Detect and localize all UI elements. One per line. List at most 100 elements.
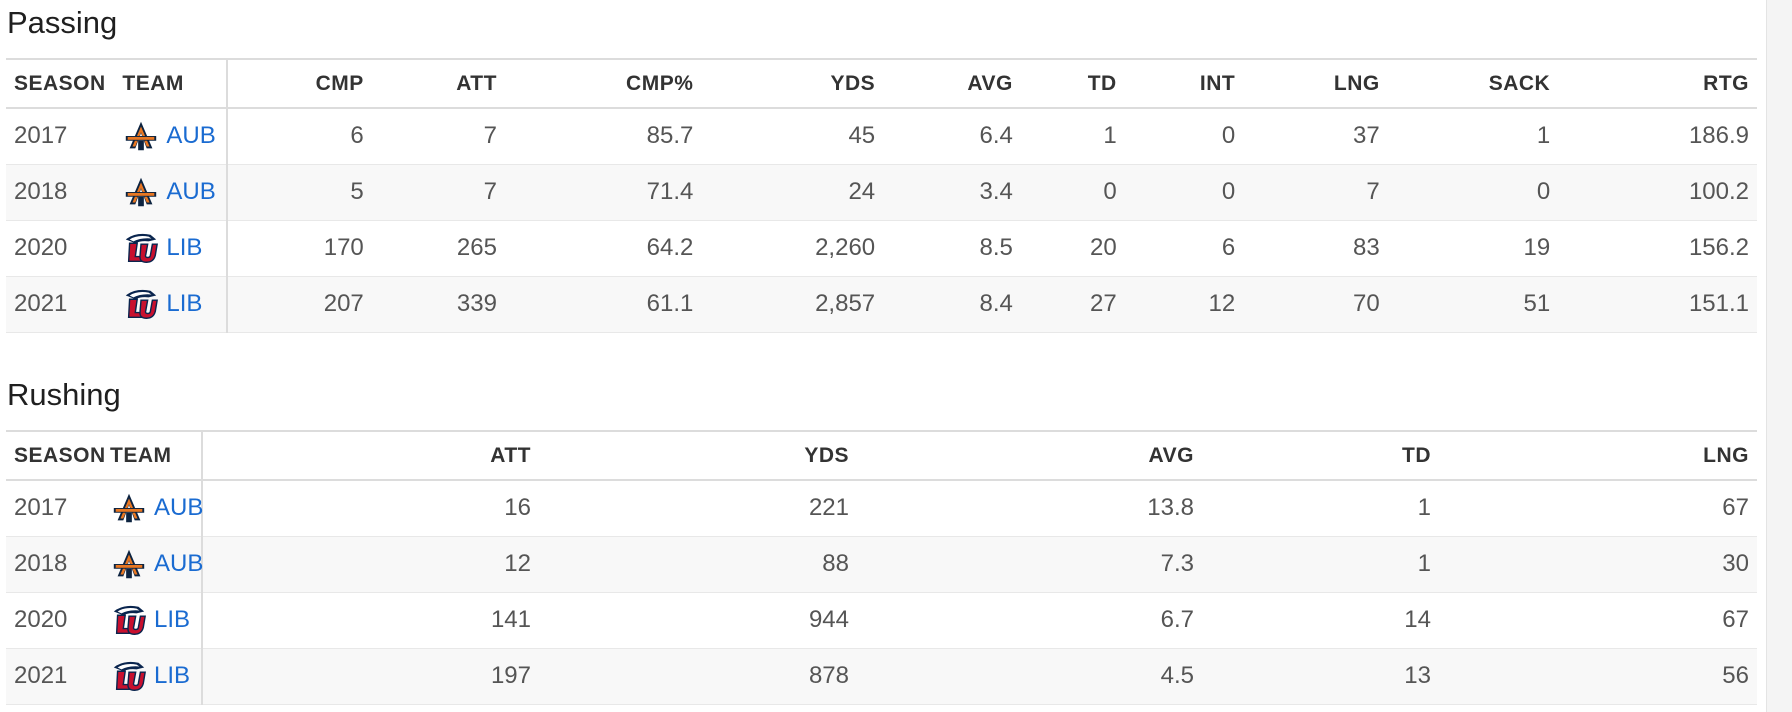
- int-cell: 12: [1208, 290, 1236, 317]
- team-link[interactable]: LIB: [166, 290, 203, 317]
- int-cell: 6: [1221, 234, 1236, 261]
- scrollbar-track[interactable]: [1766, 0, 1792, 712]
- table-row: 2017 AUB 6 7 85.7: [6, 108, 1757, 164]
- col-avg[interactable]: AVG: [967, 71, 1013, 95]
- rushing-table: SEASON TEAM ATT YDS AVG TD LNG 2017: [6, 432, 1757, 705]
- col-avg[interactable]: AVG: [1148, 443, 1194, 467]
- lng-cell: 56: [1722, 662, 1749, 689]
- table-row: 2017 AUB 16 221 13.8: [6, 480, 1757, 536]
- td-cell: 13: [1404, 662, 1431, 689]
- int-cell: 0: [1221, 122, 1236, 150]
- rushing-section: Rushing SEASON TEAM ATT YDS AVG TD LNG: [6, 372, 1757, 705]
- lng-cell: 7: [1366, 178, 1380, 205]
- team-cell: LIB: [114, 220, 229, 276]
- att-cell: 197: [490, 662, 531, 689]
- yds-cell: 45: [848, 122, 876, 150]
- passing-table: SEASON TEAM CMP ATT CMP% YDS AVG TD INT …: [6, 60, 1757, 333]
- col-lng[interactable]: LNG: [1703, 443, 1749, 467]
- yds-cell: 878: [808, 662, 849, 689]
- season-cell: 2020: [14, 234, 68, 261]
- lng-cell: 83: [1353, 234, 1380, 261]
- lng-cell: 70: [1353, 290, 1380, 317]
- team-link[interactable]: AUB: [166, 122, 216, 150]
- int-cell: 0: [1221, 178, 1236, 205]
- sack-cell: 51: [1523, 290, 1551, 317]
- season-cell: 2020: [14, 606, 68, 633]
- td-cell: 14: [1404, 606, 1431, 633]
- col-season[interactable]: SEASON: [14, 443, 106, 467]
- col-td[interactable]: TD: [1087, 71, 1117, 95]
- avg-cell: 7.3: [1160, 550, 1194, 577]
- att-cell: 7: [483, 178, 497, 205]
- sack-cell: 1: [1536, 122, 1551, 150]
- liberty-logo-icon: [126, 233, 159, 263]
- team-link[interactable]: AUB: [154, 550, 204, 577]
- col-lng[interactable]: LNG: [1333, 71, 1380, 95]
- att-cell: 12: [504, 550, 531, 577]
- passing-section: Passing SEASON TEAM CMP ATT CMP% YDS: [6, 0, 1757, 333]
- yds-cell: 2,857: [815, 290, 876, 317]
- rtg-cell: 186.9: [1688, 122, 1749, 150]
- col-team[interactable]: TEAM: [102, 432, 203, 480]
- table-row: 2020 LIB 170 265 64.2 2,260: [6, 220, 1757, 276]
- col-int[interactable]: INT: [1199, 71, 1236, 95]
- avg-cell: 13.8: [1147, 494, 1194, 522]
- rushing-header-row: SEASON TEAM ATT YDS AVG TD LNG: [6, 432, 1757, 480]
- avg-cell: 4.5: [1160, 662, 1194, 689]
- td-cell: 1: [1103, 122, 1117, 150]
- col-rtg[interactable]: RTG: [1703, 71, 1749, 95]
- avg-cell: 3.4: [979, 178, 1013, 205]
- cmp-pct-cell: 64.2: [646, 234, 694, 261]
- team-cell: AUB: [114, 108, 229, 164]
- lng-cell: 30: [1722, 550, 1749, 577]
- liberty-logo-icon: [113, 605, 146, 635]
- col-att[interactable]: ATT: [456, 71, 497, 95]
- table-row: 2021 LIB 197 878 4.5 13: [6, 648, 1757, 704]
- season-cell: 2021: [14, 662, 68, 689]
- team-link[interactable]: LIB: [166, 234, 203, 261]
- cmp-pct-cell: 85.7: [646, 122, 694, 150]
- col-yds[interactable]: YDS: [804, 443, 849, 467]
- sack-cell: 0: [1536, 178, 1551, 205]
- rtg-cell: 100.2: [1688, 178, 1749, 205]
- att-cell: 7: [483, 122, 497, 150]
- team-cell: LIB: [102, 592, 203, 648]
- col-cmp-pct[interactable]: CMP%: [626, 71, 694, 95]
- col-season[interactable]: SEASON: [14, 71, 106, 95]
- att-cell: 265: [456, 234, 497, 261]
- cmp-pct-cell: 71.4: [646, 178, 694, 205]
- rtg-cell: 151.1: [1688, 290, 1749, 317]
- lng-cell: 67: [1722, 606, 1749, 633]
- team-link[interactable]: LIB: [154, 606, 191, 633]
- yds-cell: 221: [808, 494, 849, 522]
- season-cell: 2017: [14, 494, 68, 522]
- team-cell: LIB: [102, 648, 203, 704]
- passing-title: Passing: [6, 0, 1757, 60]
- cmp-cell: 5: [350, 178, 364, 205]
- table-row: 2021 LIB 207 339 61.1 2,857: [6, 276, 1757, 332]
- avg-cell: 6.4: [979, 122, 1013, 150]
- yds-cell: 24: [848, 178, 876, 205]
- team-link[interactable]: LIB: [154, 662, 191, 689]
- avg-cell: 6.7: [1160, 606, 1194, 633]
- col-cmp[interactable]: CMP: [315, 71, 364, 95]
- season-cell: 2018: [14, 550, 68, 577]
- col-att[interactable]: ATT: [490, 443, 531, 467]
- auburn-logo-icon: [113, 549, 145, 579]
- col-yds[interactable]: YDS: [830, 71, 876, 95]
- table-row: 2020 LIB 141 944 6.7 14: [6, 592, 1757, 648]
- col-td[interactable]: TD: [1402, 443, 1431, 467]
- team-cell: AUB: [114, 164, 229, 220]
- team-cell: LIB: [114, 276, 229, 332]
- table-row: 2018 AUB 12 88 7.3: [6, 536, 1757, 592]
- cmp-cell: 170: [323, 234, 364, 261]
- col-sack[interactable]: SACK: [1488, 71, 1551, 95]
- cmp-cell: 6: [350, 122, 364, 150]
- team-link[interactable]: AUB: [166, 178, 216, 205]
- table-row: 2018 AUB 5 7 71.4: [6, 164, 1757, 220]
- liberty-logo-icon: [113, 661, 146, 691]
- team-link[interactable]: AUB: [154, 494, 204, 522]
- col-team[interactable]: TEAM: [114, 60, 229, 108]
- att-cell: 16: [504, 494, 531, 522]
- yds-cell: 88: [822, 550, 849, 577]
